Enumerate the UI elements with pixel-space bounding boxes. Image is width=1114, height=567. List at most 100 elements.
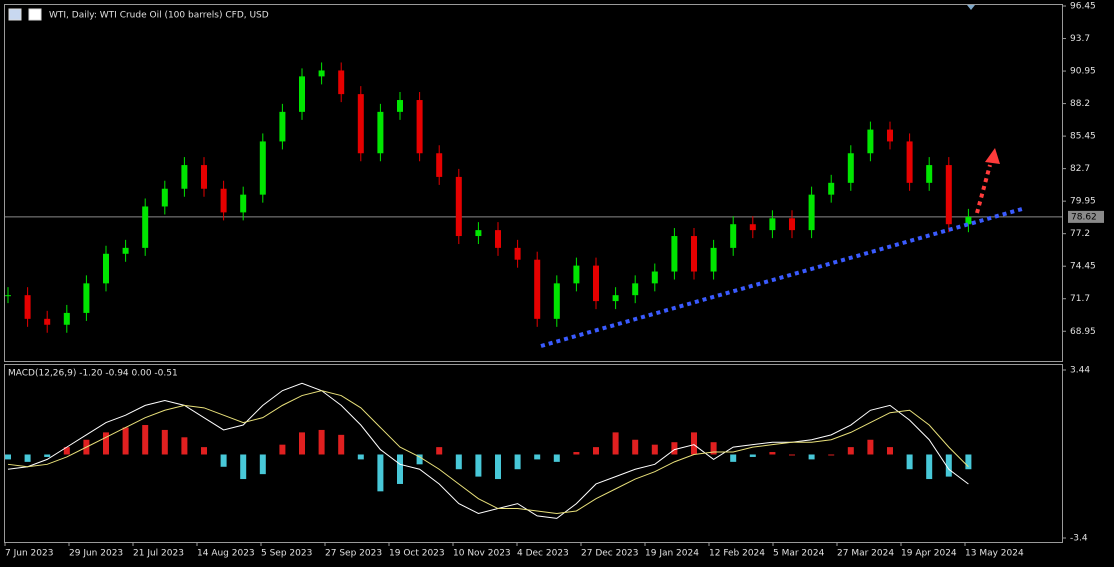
candle-body	[573, 265, 580, 284]
y-tick-label: 79.95	[1070, 197, 1096, 207]
macd-bar	[828, 454, 835, 456]
x-tick-label: 29 Jun 2023	[69, 549, 123, 559]
macd-bar	[945, 454, 952, 477]
candle-body	[416, 100, 423, 154]
macd-bar	[593, 447, 599, 455]
candle-body	[103, 253, 109, 284]
macd-bar	[573, 452, 580, 455]
macd-bar	[612, 432, 619, 455]
x-tick-label: 19 Oct 2023	[389, 549, 445, 559]
x-tick-label: 5 Mar 2024	[773, 549, 825, 559]
macd-bar	[5, 454, 11, 460]
candle-body	[161, 188, 168, 207]
candle-body	[651, 271, 658, 284]
candle-body	[122, 247, 129, 254]
candle-body	[436, 153, 443, 177]
macd-bar	[514, 454, 521, 470]
candle-body	[357, 94, 364, 154]
y-tick-label: 88.2	[1070, 99, 1090, 109]
candle-body	[671, 236, 678, 272]
macd-bar	[279, 444, 286, 455]
macd-bar	[906, 454, 913, 470]
macd-bar	[299, 432, 305, 455]
macd-bar	[475, 454, 482, 477]
candle-body	[730, 224, 737, 248]
y-tick-label: 68.95	[1070, 327, 1096, 337]
symbol-icon[interactable]	[8, 8, 22, 21]
candle-body	[632, 283, 639, 296]
x-tick-label: 19 Apr 2024	[901, 549, 957, 559]
macd-bar	[553, 454, 560, 462]
macd-bar	[867, 439, 874, 455]
current-price-label: 78.62	[1071, 212, 1097, 222]
macd-y-tick-label: -3.4	[1070, 534, 1088, 544]
candle-body	[945, 165, 952, 225]
candle-body	[710, 247, 717, 272]
macd-bar	[671, 442, 678, 455]
candle-body	[514, 247, 521, 260]
macd-bar	[181, 437, 188, 455]
candle-body	[887, 129, 893, 142]
candle-body	[279, 111, 286, 142]
candle-body	[220, 188, 227, 213]
x-tick-label: 27 Sep 2023	[325, 549, 382, 559]
macd-bar	[24, 454, 31, 462]
macd-bar	[161, 429, 168, 455]
y-tick-label: 96.45	[1070, 2, 1096, 12]
macd-bar	[495, 454, 501, 480]
macd-signal-line	[7, 390, 969, 514]
macd-bar	[710, 442, 717, 455]
x-tick-label: 19 Jan 2024	[645, 549, 699, 559]
macd-bar	[436, 447, 443, 455]
candle-body	[593, 265, 599, 302]
x-tick-label: 14 Aug 2023	[197, 549, 255, 559]
x-tick-label: 27 Dec 2023	[581, 549, 639, 559]
macd-bar	[808, 454, 815, 460]
y-tick-label: 93.7	[1070, 34, 1090, 44]
arrow-line	[975, 164, 992, 214]
candle-body	[495, 230, 501, 248]
macd-bar	[789, 454, 795, 456]
macd-bar	[632, 439, 639, 455]
macd-bar	[142, 425, 149, 455]
candle-body	[142, 206, 149, 248]
candle-body	[926, 165, 933, 183]
macd-label: MACD(12,26,9) -1.20 -0.94 0.00 -0.51	[8, 369, 178, 379]
candle-body	[475, 230, 482, 237]
y-tick-label: 71.7	[1070, 294, 1090, 304]
candle-body	[240, 194, 247, 213]
candle-body	[749, 224, 756, 231]
macd-bar	[691, 432, 697, 455]
y-tick-label: 77.2	[1070, 229, 1090, 239]
candle-body	[63, 312, 70, 325]
candle-body	[83, 283, 90, 313]
chart-title: WTI, Daily: WTI Crude Oil (100 barrels) …	[49, 11, 269, 21]
macd-pane	[4, 364, 1063, 543]
macd-bar	[377, 454, 384, 492]
period-icon[interactable]	[28, 8, 42, 21]
current-price-box	[1068, 210, 1104, 223]
macd-bar	[534, 454, 541, 460]
x-tick-label: 5 Sep 2023	[261, 549, 312, 559]
macd-bar	[769, 452, 776, 455]
macd-bar	[220, 454, 227, 467]
macd-bar	[730, 454, 737, 462]
candle-body	[867, 129, 874, 154]
candle-body	[299, 76, 305, 112]
candle-body	[965, 216, 972, 225]
macd-bar	[318, 429, 325, 455]
macd-bar	[44, 454, 51, 457]
candle-body	[534, 259, 541, 319]
candle-body	[808, 194, 815, 231]
macd-bar	[103, 432, 109, 455]
candle-body	[259, 141, 266, 195]
candle-body	[397, 100, 403, 112]
x-tick-label: 7 Jun 2023	[5, 549, 53, 559]
macd-bar	[397, 454, 403, 484]
candle-body	[691, 236, 697, 272]
candle-body	[828, 182, 835, 195]
macd-bar	[455, 454, 462, 470]
trend-line	[540, 207, 1023, 348]
candle-body	[377, 111, 384, 154]
